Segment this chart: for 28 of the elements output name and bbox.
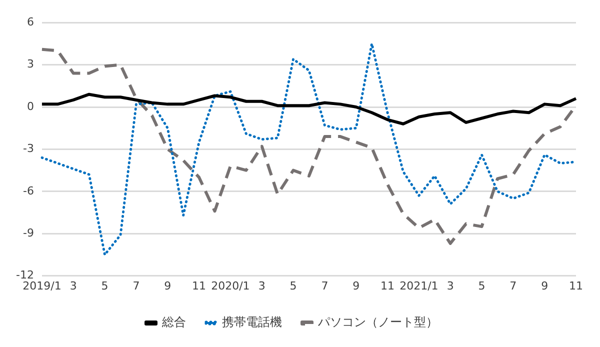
x-tick-label: 2020/1 — [211, 279, 250, 292]
y-tick-label: -3 — [23, 142, 34, 156]
x-tick-label: 11 — [380, 279, 395, 292]
x-tick-label: 3 — [258, 279, 266, 292]
x-tick-label: 7 — [321, 279, 328, 292]
y-tick-label: 0 — [26, 100, 34, 113]
x-tick-label: 11 — [192, 279, 206, 292]
legend-label: 携帯電話機 — [222, 315, 282, 330]
y-tick-label: -12 — [16, 268, 34, 282]
x-tick-label: 3 — [446, 279, 454, 292]
x-tick-label: 2019/1 — [22, 279, 62, 292]
y-tick-label: 6 — [26, 15, 34, 28]
x-tick-label: 2021/1 — [400, 279, 438, 292]
x-tick-label: 7 — [510, 279, 517, 292]
x-tick-label: 5 — [290, 279, 297, 292]
x-tick-label: 5 — [101, 279, 108, 292]
x-tick-label: 9 — [164, 279, 172, 292]
legend-label: パソコン（ノート型） — [317, 315, 438, 330]
y-tick-label: -9 — [23, 226, 34, 240]
x-tick-label: 9 — [541, 279, 548, 292]
x-tick-label: 11 — [569, 279, 583, 292]
x-tick-label: 5 — [478, 279, 486, 292]
x-tick-label: 9 — [352, 279, 360, 292]
x-tick-label: 7 — [132, 279, 140, 292]
y-tick-label: 3 — [26, 58, 34, 71]
y-tick-label: -6 — [23, 184, 34, 198]
x-tick-label: 3 — [70, 279, 77, 292]
legend-label: 総合 — [161, 315, 186, 330]
